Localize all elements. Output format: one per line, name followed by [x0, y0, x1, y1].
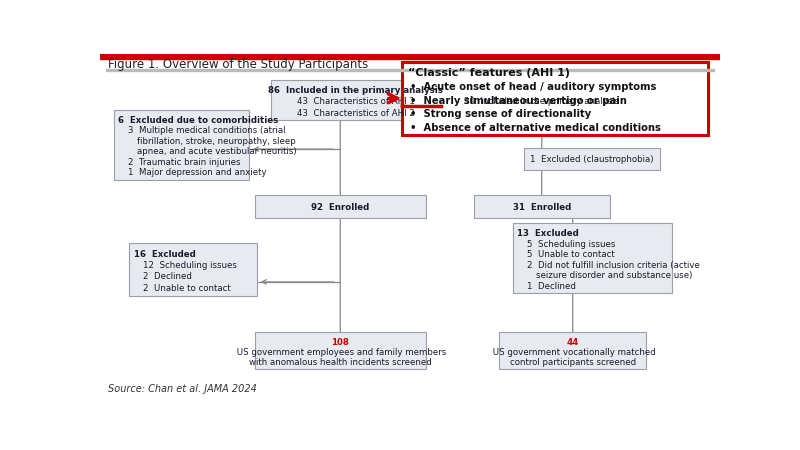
- Text: 1  Major depression and anxiety: 1 Major depression and anxiety: [127, 168, 266, 177]
- Text: apnea, and acute vestibular neuritis): apnea, and acute vestibular neuritis): [137, 148, 297, 157]
- Text: •  Strong sense of directionality: • Strong sense of directionality: [410, 109, 591, 119]
- Text: Source: Chan et al. JAMA 2024: Source: Chan et al. JAMA 2024: [108, 384, 257, 394]
- Text: •  Absence of alternative medical conditions: • Absence of alternative medical conditi…: [410, 123, 661, 133]
- Text: “Classic” features (AHI 1): “Classic” features (AHI 1): [409, 68, 570, 78]
- Text: 1  Declined: 1 Declined: [526, 282, 575, 291]
- Bar: [106, 69, 714, 71]
- Bar: [270, 80, 441, 120]
- Text: 43  Characteristics of AHI 2: 43 Characteristics of AHI 2: [297, 108, 414, 117]
- Text: 2  Traumatic brain injuries: 2 Traumatic brain injuries: [127, 158, 240, 167]
- Text: 1  Excluded (claustrophobia): 1 Excluded (claustrophobia): [530, 155, 654, 164]
- Bar: [524, 148, 660, 170]
- Text: 3  Multiple medical conditions (atrial: 3 Multiple medical conditions (atrial: [127, 126, 285, 135]
- Text: 2  Declined: 2 Declined: [143, 272, 192, 281]
- Text: 31  Enrolled: 31 Enrolled: [513, 203, 571, 212]
- Text: 43  Characteristics of AHI 1: 43 Characteristics of AHI 1: [297, 97, 414, 106]
- Text: 5  Unable to contact: 5 Unable to contact: [526, 250, 614, 259]
- Text: 86  Included in the primary analysis: 86 Included in the primary analysis: [268, 86, 443, 95]
- Text: US government vocationally matched: US government vocationally matched: [490, 348, 656, 357]
- Text: seizure disorder and substance use): seizure disorder and substance use): [536, 271, 692, 280]
- Text: 108: 108: [331, 338, 349, 346]
- Text: •  Acute onset of head / auditory symptoms: • Acute onset of head / auditory symptom…: [410, 82, 656, 92]
- Text: control participants screened: control participants screened: [510, 358, 636, 367]
- Text: fibrillation, stroke, neuropathy, sleep: fibrillation, stroke, neuropathy, sleep: [137, 137, 295, 146]
- Text: Figure 1. Overview of the Study Participants: Figure 1. Overview of the Study Particip…: [108, 58, 368, 71]
- Text: 2  Did not fulfill inclusion criteria (active: 2 Did not fulfill inclusion criteria (ac…: [526, 261, 699, 270]
- Text: 13  Excluded: 13 Excluded: [518, 229, 579, 238]
- Bar: [255, 332, 426, 369]
- Bar: [114, 110, 249, 180]
- Text: 2  Unable to contact: 2 Unable to contact: [143, 284, 230, 293]
- Text: 12  Scheduling issues: 12 Scheduling issues: [143, 261, 237, 270]
- Bar: [470, 90, 614, 111]
- Bar: [255, 195, 426, 218]
- Text: 92  Enrolled: 92 Enrolled: [311, 203, 370, 212]
- Text: 30  Included in the primary analysis: 30 Included in the primary analysis: [464, 97, 619, 106]
- Bar: [402, 62, 708, 135]
- Bar: [129, 243, 257, 296]
- Bar: [499, 332, 646, 369]
- Text: 5  Scheduling issues: 5 Scheduling issues: [526, 240, 615, 249]
- Text: 16  Excluded: 16 Excluded: [134, 250, 195, 259]
- Bar: [100, 54, 720, 58]
- Bar: [513, 223, 671, 292]
- Text: with anomalous health incidents screened: with anomalous health incidents screened: [249, 358, 432, 367]
- Text: US government employees and family members: US government employees and family membe…: [234, 348, 446, 357]
- Text: •  Nearly simultaneous vertigo or pain: • Nearly simultaneous vertigo or pain: [410, 95, 627, 106]
- Bar: [474, 195, 610, 218]
- Text: 6  Excluded due to comorbidities: 6 Excluded due to comorbidities: [118, 116, 278, 125]
- Text: 44: 44: [566, 338, 579, 346]
